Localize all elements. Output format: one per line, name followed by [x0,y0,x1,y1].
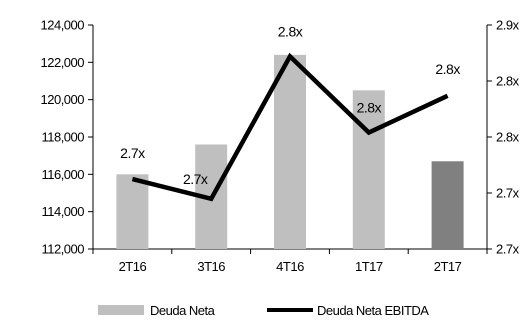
legend: Deuda Neta Deuda Neta EBITDA [98,303,430,318]
line-data-label: 2.8x [278,23,303,39]
y-tick-right-label: 2.8x [496,130,520,145]
line-data-label: 2.8x [435,61,460,77]
x-tick-label: 1T17 [355,259,383,274]
x-tick-label: 3T16 [197,259,225,274]
bar [431,161,464,249]
y-tick-right-label: 2.9x [496,18,520,33]
line-data-label: 2.8x [357,100,382,116]
y-tick-left-label: 116,000 [41,167,84,182]
y-tick-right-label: 2.7x [496,242,520,257]
y-tick-left-label: 124,000 [41,18,85,33]
line-series [131,52,449,202]
bar [352,90,385,249]
line-data-label: 2.7x [183,171,208,187]
bar [116,174,149,249]
legend-swatch-bar [98,305,144,315]
line-data-label: 2.7x [120,145,145,161]
x-tick-label: 2T17 [434,259,462,274]
bar [274,54,306,249]
y-tick-left-label: 120,000 [41,92,85,107]
x-tick-label: 4T16 [276,259,304,274]
legend-label-bar: Deuda Neta [150,303,216,318]
y-tick-left-label: 114,000 [41,204,84,219]
y-tick-right-label: 2.8x [496,74,520,89]
axes: 112,000 114,000 116,000 118,000 120,000 122,0… [41,18,521,275]
series-line [131,52,449,202]
data-labels: 2.7x 2.7x 2.8x 2.8x 2.8x [120,23,461,187]
y-tick-right-label: 2.7x [496,186,520,201]
x-tick-label: 2T16 [119,259,147,274]
y-tick-left-label: 112,000 [41,242,84,257]
bars [116,54,464,249]
y-tick-left-label: 118,000 [41,130,84,145]
legend-label-line: Deuda Neta EBITDA [317,303,429,318]
y-tick-left-label: 122,000 [41,55,85,70]
